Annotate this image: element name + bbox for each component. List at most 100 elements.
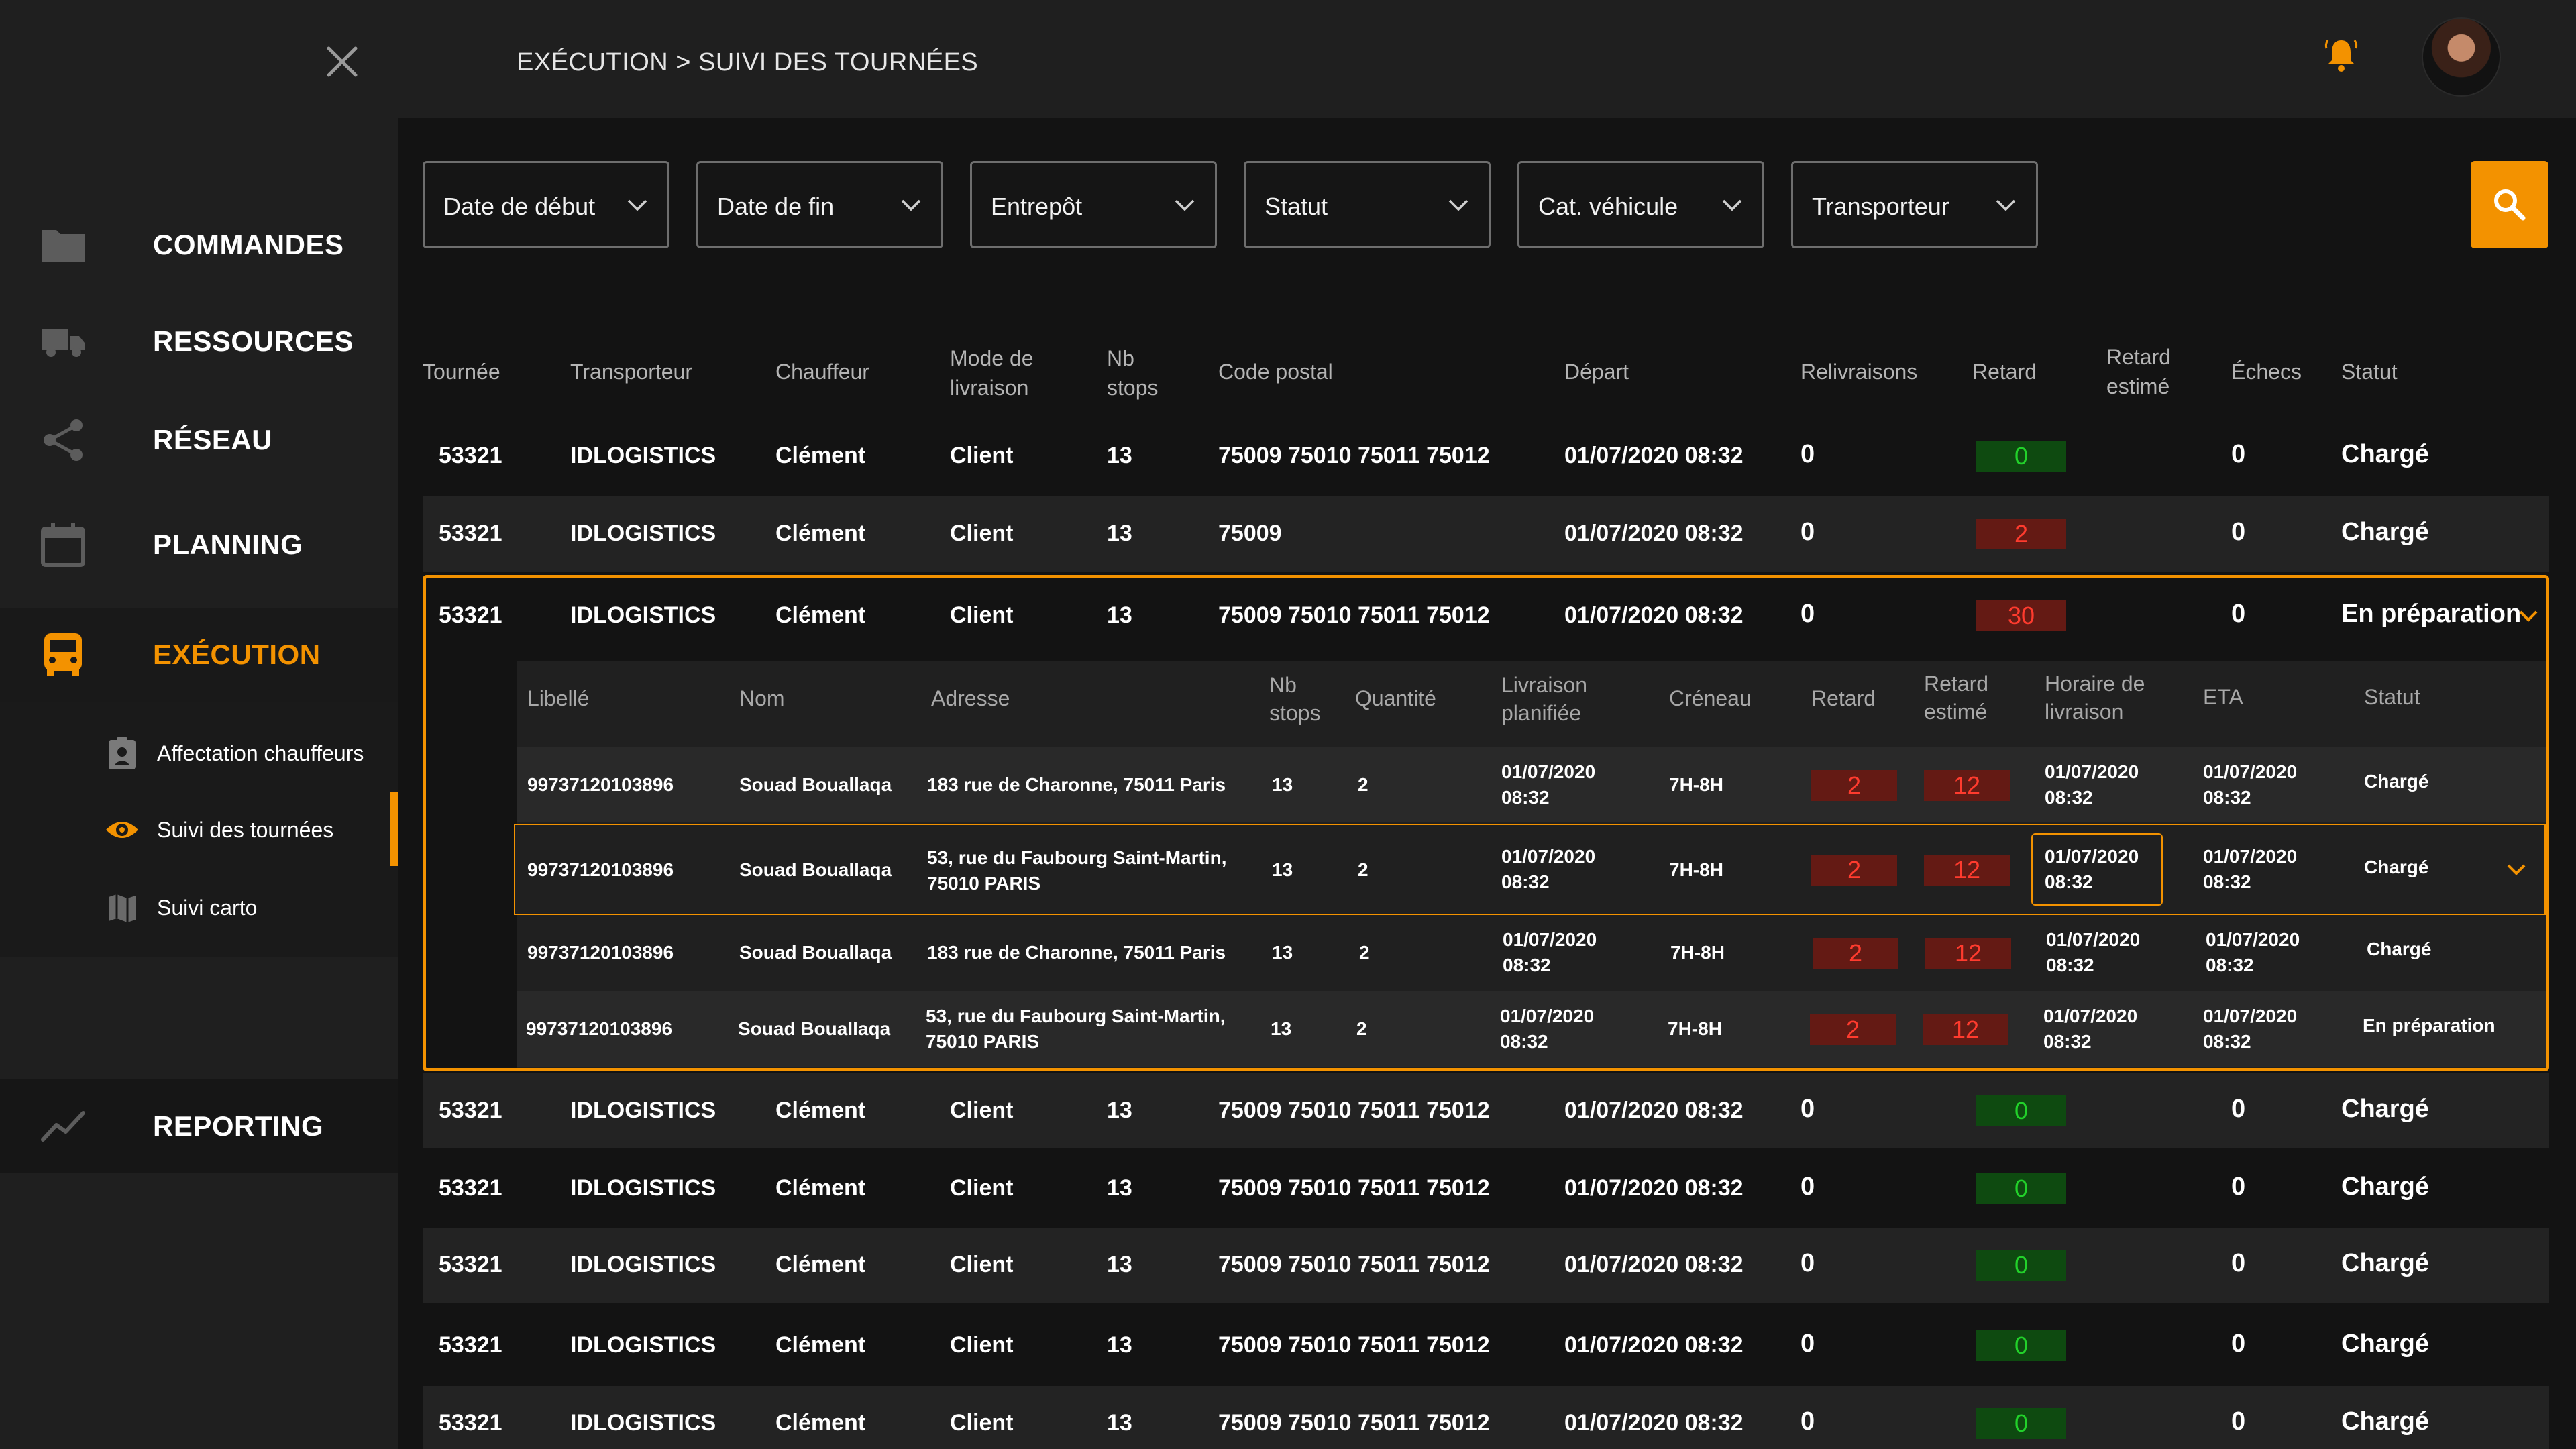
retard-estime-badge: 12 <box>1924 855 2010 885</box>
subcol-retard-estime-line2[interactable]: estimé <box>1924 700 1988 724</box>
col-statut[interactable]: Statut <box>2341 360 2398 384</box>
sidebar-item-commandes[interactable]: COMMANDES <box>0 198 398 292</box>
subcell-horaire-time: 08:32 <box>2045 787 2093 808</box>
col-code-postal[interactable]: Code postal <box>1218 360 1333 384</box>
cell-statut: Chargé <box>2341 440 2429 468</box>
col-retard-estime-line1[interactable]: Retard <box>2106 345 2171 369</box>
cell-transporteur: IDLOGISTICS <box>570 1175 716 1201</box>
subcell-adresse: 183 rue de Charonne, 75011 Paris <box>927 942 1226 963</box>
sidebar-item-planning[interactable]: PLANNING <box>0 498 398 592</box>
subcell-quantite: 2 <box>1356 1018 1367 1039</box>
subcol-livraison-line1[interactable]: Livraison <box>1501 673 1588 697</box>
sidebar-item-label: COMMANDES <box>153 229 344 260</box>
cell-relivraisons: 0 <box>1801 600 1815 628</box>
search-button[interactable] <box>2471 161 2548 248</box>
col-nb-line2[interactable]: stops <box>1107 376 1159 400</box>
cell-depart: 01/07/2020 08:32 <box>1564 1097 1743 1123</box>
chevron-down-icon <box>1175 199 1195 211</box>
subtable-row[interactable]: 99737120103896 Souad Bouallaqa 53, rue d… <box>517 991 2546 1067</box>
subcell-livraison-time: 08:32 <box>1500 1031 1548 1052</box>
subcol-libelle[interactable]: Libellé <box>527 686 590 710</box>
retard-badge: 0 <box>1976 1330 2066 1361</box>
submenu-item-suivi-carto[interactable]: Suivi carto <box>0 870 398 944</box>
filter-statut[interactable]: Statut <box>1244 161 1491 248</box>
col-depart[interactable]: Départ <box>1564 360 1629 384</box>
subcol-retard-estime-line1[interactable]: Retard <box>1924 672 1989 696</box>
subcell-eta-time: 08:32 <box>2206 955 2254 975</box>
bell-icon[interactable] <box>2321 35 2361 75</box>
subcell-adresse: 183 rue de Charonne, 75011 Paris <box>927 774 1226 795</box>
subcol-livraison-line2[interactable]: planifiée <box>1501 701 1582 725</box>
col-chauffeur[interactable]: Chauffeur <box>775 360 869 384</box>
subcol-quantite[interactable]: Quantité <box>1355 686 1436 710</box>
subtable-row[interactable]: 99737120103896 Souad Bouallaqa 183 rue d… <box>517 915 2546 990</box>
col-echecs[interactable]: Échecs <box>2231 360 2302 384</box>
bus-icon <box>44 633 82 676</box>
table-row[interactable]: 53321 IDLOGISTICS Clément Client 13 7500… <box>423 1308 2549 1383</box>
table-row[interactable]: 53321 IDLOGISTICS Clément Client 13 7500… <box>423 1151 2549 1226</box>
col-tournee[interactable]: Tournée <box>423 360 500 384</box>
chevron-down-icon <box>1996 199 2016 211</box>
avatar[interactable] <box>2422 17 2501 97</box>
filter-entrepot[interactable]: Entrepôt <box>970 161 1217 248</box>
subcol-nb-line1[interactable]: Nb <box>1269 673 1297 697</box>
subcol-creneau[interactable]: Créneau <box>1669 686 1752 710</box>
cell-chauffeur: Clément <box>775 521 866 546</box>
sidebar-item-reporting[interactable]: REPORTING <box>0 1079 398 1173</box>
subcell-horaire-time: 08:32 <box>2043 1031 2092 1052</box>
sidebar-item-label: EXÉCUTION <box>153 639 321 670</box>
filter-cat-vehicule[interactable]: Cat. véhicule <box>1517 161 1764 248</box>
cell-statut: Chargé <box>2341 1330 2429 1358</box>
subcol-nom[interactable]: Nom <box>739 686 785 710</box>
sidebar-item-reseau[interactable]: RÉSEAU <box>0 393 398 487</box>
retard-badge: 0 <box>1976 1095 2066 1126</box>
chevron-down-icon <box>627 199 647 211</box>
sidebar-item-label: PLANNING <box>153 529 303 560</box>
subcol-eta[interactable]: ETA <box>2203 685 2243 709</box>
cell-transporteur: IDLOGISTICS <box>570 1410 716 1436</box>
chevron-down-icon[interactable] <box>2518 609 2538 624</box>
col-retard[interactable]: Retard <box>1972 360 2037 384</box>
cell-tournee: 53321 <box>439 1097 502 1123</box>
submenu-item-suivi-tournees[interactable]: Suivi des tournées <box>0 792 398 866</box>
submenu-item-affectation[interactable]: Affectation chauffeurs <box>0 716 398 790</box>
subcol-horaire-line2[interactable]: livraison <box>2045 700 2124 724</box>
cell-echecs: 0 <box>2231 1249 2246 1277</box>
subcol-horaire-line1[interactable]: Horaire de <box>2045 672 2145 696</box>
col-nb-line1[interactable]: Nb <box>1107 346 1134 370</box>
subcol-retard[interactable]: Retard <box>1811 686 1876 710</box>
sidebar-item-ressources[interactable]: RESSOURCES <box>0 294 398 388</box>
table-row[interactable]: 53321 IDLOGISTICS Clément Client 13 7500… <box>423 419 2549 494</box>
subtable-row[interactable]: 99737120103896 Souad Bouallaqa 183 rue d… <box>517 747 2546 822</box>
table-row[interactable]: 53321 IDLOGISTICS Clément Client 13 7500… <box>423 1073 2549 1148</box>
subcell-eta-time: 08:32 <box>2203 1031 2251 1052</box>
subcol-nb-line2[interactable]: stops <box>1269 701 1321 725</box>
filter-date-debut[interactable]: Date de début <box>423 161 669 248</box>
horaire-input[interactable] <box>2031 833 2163 906</box>
chevron-down-icon <box>1448 199 1468 211</box>
col-mode-line2[interactable]: livraison <box>950 376 1029 400</box>
col-relivraisons[interactable]: Relivraisons <box>1801 360 1918 384</box>
cell-mode: Client <box>950 521 1014 546</box>
subcell-adresse-line1: 53, rue du Faubourg Saint-Martin, <box>926 1006 1226 1026</box>
chevron-down-icon[interactable] <box>2506 863 2526 877</box>
subcol-adresse[interactable]: Adresse <box>931 686 1010 710</box>
subcell-statut: Chargé <box>2364 771 2429 792</box>
cell-transporteur: IDLOGISTICS <box>570 1332 716 1358</box>
sidebar-item-label: RESSOURCES <box>153 325 354 357</box>
filter-transporteur[interactable]: Transporteur <box>1791 161 2038 248</box>
table-row[interactable]: 53321 IDLOGISTICS Clément Client 13 7500… <box>423 1386 2549 1449</box>
cell-transporteur: IDLOGISTICS <box>570 443 716 468</box>
col-retard-estime-line2[interactable]: estimé <box>2106 374 2170 398</box>
subcol-statut[interactable]: Statut <box>2364 685 2420 709</box>
table-row-expanded[interactable]: 53321 IDLOGISTICS Clément Client 13 7500… <box>423 578 2549 653</box>
col-mode-line1[interactable]: Mode de <box>950 346 1034 370</box>
close-icon[interactable] <box>322 42 362 82</box>
table-row[interactable]: 53321 IDLOGISTICS Clément Client 13 7500… <box>423 496 2549 572</box>
cell-relivraisons: 0 <box>1801 1095 1815 1123</box>
table-row[interactable]: 53321 IDLOGISTICS Clément Client 13 7500… <box>423 1228 2549 1303</box>
sidebar-item-execution[interactable]: EXÉCUTION <box>0 608 398 702</box>
col-transporteur[interactable]: Transporteur <box>570 360 692 384</box>
subtable-row-selected[interactable]: 99737120103896 Souad Bouallaqa 53, rue d… <box>514 824 2546 915</box>
filter-date-fin[interactable]: Date de fin <box>696 161 943 248</box>
